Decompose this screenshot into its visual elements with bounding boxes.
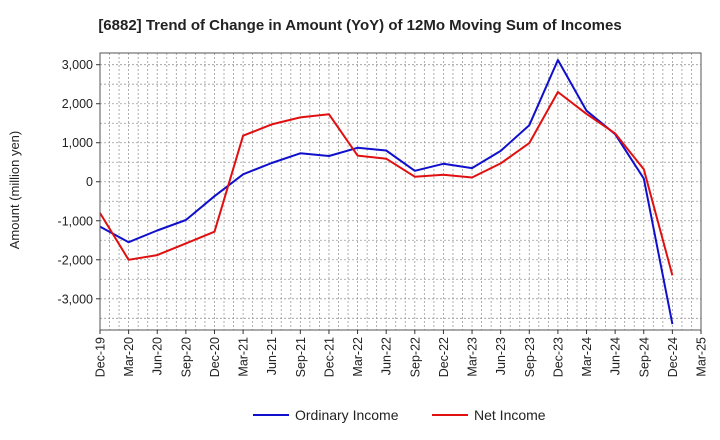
x-tick-label: Jun-21 (265, 337, 279, 375)
x-tick-label: Jun-23 (494, 337, 508, 375)
legend-label: Net Income (474, 407, 546, 423)
x-tick-label: Dec-21 (322, 337, 336, 377)
x-tick-label: Sep-24 (637, 337, 651, 377)
x-tick-label: Sep-21 (294, 337, 308, 377)
legend-label: Ordinary Income (295, 407, 399, 423)
x-tick-label: Sep-23 (523, 337, 537, 377)
x-tick-label: Jun-20 (151, 337, 165, 375)
x-tick-label: Jun-24 (609, 337, 623, 375)
y-axis: -3,000 -2,000 -1,000 0 1,000 2,000 3,000 (58, 58, 100, 306)
y-axis-label: Amount (million yen) (7, 131, 22, 250)
x-tick-label: Mar-22 (351, 337, 365, 377)
x-tick-label: Mar-25 (695, 337, 709, 377)
y-tick-label: 0 (86, 175, 93, 189)
series-line-ordinary-income (99, 59, 674, 325)
x-tick-label: Mar-23 (466, 337, 480, 377)
x-tick-label: Dec-22 (437, 337, 451, 377)
x-tick-label: Sep-22 (408, 337, 422, 377)
x-tick-label: Dec-23 (551, 337, 565, 377)
x-tick-label: Sep-20 (179, 337, 193, 377)
series-line-net-income (99, 91, 674, 276)
gridlines (100, 53, 701, 330)
x-tick-label: Dec-20 (208, 337, 222, 377)
plot-frame (99, 52, 702, 331)
x-tick-label: Mar-24 (580, 337, 594, 377)
x-tick-label: Dec-19 (94, 337, 108, 377)
x-tick-label: Mar-20 (122, 337, 136, 377)
x-tick-label: Jun-22 (380, 337, 394, 375)
x-axis: Dec-19 Mar-20 Jun-20 Sep-20 Dec-20 Mar-21 Jun-… (94, 330, 709, 377)
y-tick-label: -2,000 (58, 253, 93, 267)
y-tick-label: 3,000 (62, 58, 93, 72)
y-tick-label: 1,000 (62, 136, 93, 150)
chart-title: [6882] Trend of Change in Amount (YoY) o… (98, 17, 621, 34)
y-tick-label: -3,000 (58, 292, 93, 306)
x-tick-label: Dec-24 (666, 337, 680, 377)
x-tick-label: Mar-21 (237, 337, 251, 377)
y-tick-label: 2,000 (62, 97, 93, 111)
legend: Ordinary Income Net Income (253, 407, 546, 423)
y-tick-label: -1,000 (58, 214, 93, 228)
series-layer (99, 59, 674, 325)
